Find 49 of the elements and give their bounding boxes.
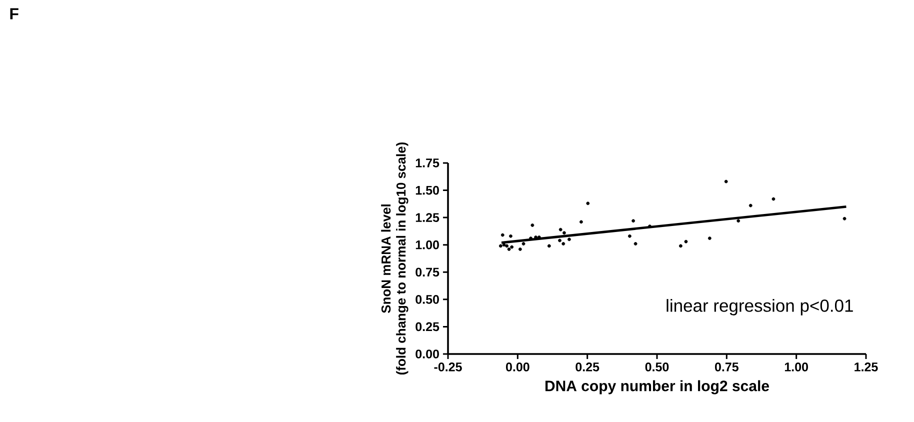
point — [568, 238, 571, 242]
point — [562, 242, 566, 246]
point — [748, 204, 752, 208]
point — [510, 245, 514, 249]
x-tick-label: 0.00 — [506, 362, 530, 372]
point — [505, 244, 508, 248]
point — [648, 224, 652, 228]
point — [580, 220, 583, 224]
point — [586, 202, 590, 206]
point — [558, 238, 562, 242]
point — [518, 248, 522, 251]
y-tick-label: 1.00 — [416, 240, 439, 250]
x-tick-label: 0.75 — [715, 362, 738, 372]
point — [736, 219, 740, 223]
point — [558, 228, 562, 232]
point — [634, 242, 638, 246]
y-tick-label: 0.50 — [416, 295, 439, 304]
point — [507, 248, 511, 251]
point — [522, 242, 526, 246]
point — [772, 197, 776, 201]
annotation: linear regression p<0.01 — [666, 299, 853, 316]
x-tick-label: 0.50 — [645, 362, 669, 372]
point — [500, 233, 504, 237]
point — [547, 244, 551, 248]
x-axis-title: DNA copy number in log2 scale — [545, 380, 769, 394]
point — [724, 180, 728, 184]
point — [509, 234, 512, 238]
point — [498, 244, 502, 248]
y-tick-label: 0.25 — [416, 322, 440, 332]
point — [678, 244, 682, 248]
y-tick-label: 1.25 — [416, 213, 440, 222]
y-axis-title: SnoN mRNA level (fold change to normal in log10 scale) — [381, 142, 408, 374]
y-tick-label: 0.75 — [416, 268, 440, 277]
x-tick-label: 1.00 — [784, 362, 808, 372]
y-tick-label: 0.00 — [416, 350, 439, 358]
x-tick-label: 0.25 — [576, 362, 600, 372]
y-tick-label: 1.75 — [416, 158, 440, 168]
y-tick-label: 1.50 — [416, 186, 439, 195]
point — [842, 216, 846, 220]
text: F — [10, 8, 18, 20]
point — [562, 231, 566, 235]
x-tick-label: 1.25 — [854, 362, 878, 372]
point — [502, 243, 506, 247]
point — [708, 236, 712, 240]
point — [628, 234, 632, 238]
point — [632, 219, 636, 223]
point — [530, 224, 534, 227]
point — [684, 240, 688, 244]
x-tick-label: -0.25 — [434, 362, 462, 372]
